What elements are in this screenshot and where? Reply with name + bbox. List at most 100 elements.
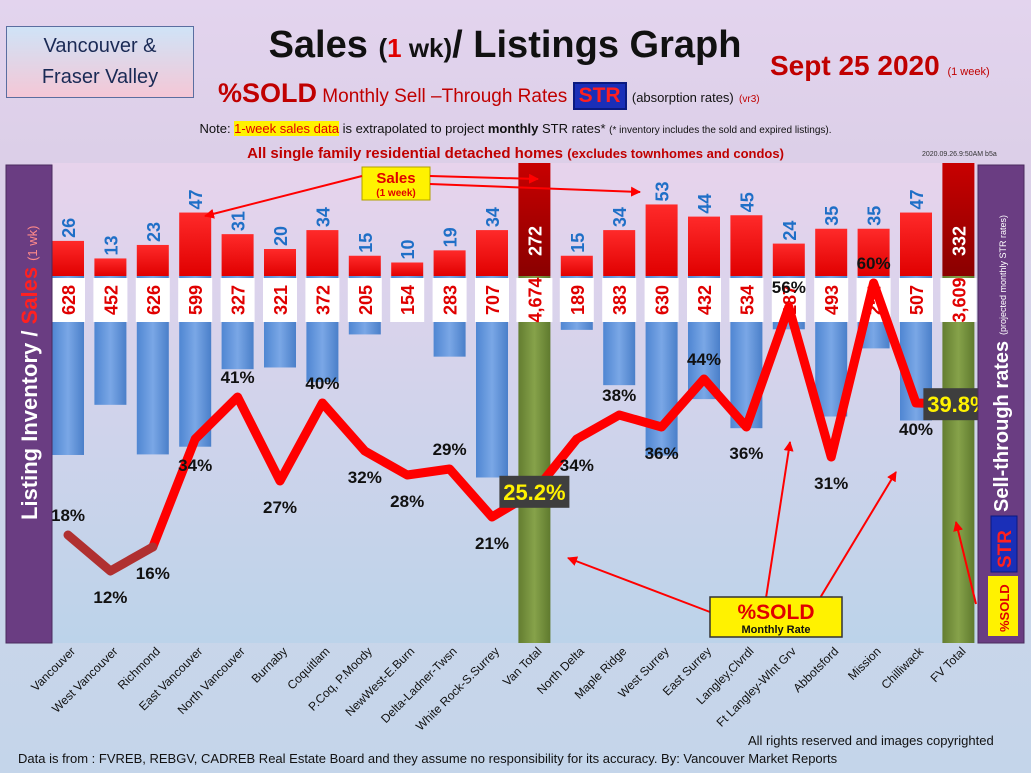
headline: All single family residential detached h… xyxy=(247,145,784,162)
inventory-value: 383 xyxy=(610,285,630,315)
sales-value: 13 xyxy=(101,235,121,255)
inventory-label-box xyxy=(135,278,170,322)
right-sold-text: %SOLD xyxy=(997,584,1012,632)
right-axis-sublabel: (projected monthly STR rates) xyxy=(998,215,1008,335)
inventory-label-box xyxy=(263,278,297,322)
x-tick-label: FV Total xyxy=(928,644,969,685)
sales-value: 47 xyxy=(907,190,927,210)
sales-value: 34 xyxy=(313,207,333,227)
inventory-label-box xyxy=(687,278,721,322)
sales-bar xyxy=(518,163,551,276)
brand-box: Vancouver & Fraser Valley xyxy=(6,26,194,98)
sales-value: 15 xyxy=(356,233,376,253)
timestamp: 2020.09.26.9:50AM b5a xyxy=(922,151,997,158)
str-value: 44% xyxy=(687,350,721,369)
brand-line-1: Vancouver & xyxy=(43,35,157,57)
inventory-label-box xyxy=(432,278,467,322)
inventory-label-box xyxy=(475,278,509,322)
sold-callout xyxy=(709,596,843,638)
inventory-value: 205 xyxy=(356,285,376,315)
sales-bar xyxy=(857,228,890,276)
sales-value: 24 xyxy=(780,221,800,241)
sales-value: 10 xyxy=(398,239,418,259)
sales-value: 31 xyxy=(229,211,249,231)
sales-value: 15 xyxy=(568,233,588,253)
inventory-value: 3,609 xyxy=(949,277,969,322)
inventory-label-box xyxy=(644,278,679,322)
subtitle: %SOLD Monthly Sell –Through Rates STR (a… xyxy=(218,78,760,110)
sales-value: 45 xyxy=(737,192,757,212)
sales-value: 53 xyxy=(653,181,673,201)
total-str-value: 25.2% xyxy=(503,480,565,505)
left-axis-panel xyxy=(5,164,53,644)
str-value: 29% xyxy=(433,440,467,459)
str-value: 31% xyxy=(814,474,848,493)
sales-bar xyxy=(179,212,212,276)
brand-line-2: Fraser Valley xyxy=(41,66,159,88)
sales-value: 47 xyxy=(186,190,206,210)
sales-bar xyxy=(264,249,296,276)
inventory-value: 626 xyxy=(144,285,164,315)
str-value: 34% xyxy=(560,456,594,475)
sales-bar xyxy=(560,255,593,276)
sales-bar xyxy=(221,234,254,276)
copyright-text: All rights reserved and images copyright… xyxy=(748,733,994,748)
sales-value: 272 xyxy=(525,226,545,256)
inventory-value: 432 xyxy=(695,285,715,315)
inventory-value: 372 xyxy=(313,285,333,315)
inventory-value: 452 xyxy=(101,285,121,315)
inventory-value: 189 xyxy=(568,285,588,315)
sales-bar xyxy=(772,243,805,276)
sold-callout-title: %SOLD xyxy=(737,601,814,624)
str-value: 18% xyxy=(51,506,85,525)
sold-arrow-3 xyxy=(819,471,897,599)
inventory-value: 599 xyxy=(186,285,206,315)
sales-bar xyxy=(815,228,848,276)
inventory-label-box xyxy=(220,278,255,322)
str-value: 34% xyxy=(178,456,212,475)
right-sold-badge xyxy=(988,576,1018,636)
sales-arrow-2 xyxy=(429,173,539,184)
report-date: Sept 25 2020 (1 week) xyxy=(770,50,990,81)
sold-callout-sub: Monthly Rate xyxy=(741,624,810,636)
str-value: 27% xyxy=(263,498,297,517)
inventory-label-box xyxy=(178,278,213,322)
inventory-label-box xyxy=(602,278,637,322)
inventory-value: 283 xyxy=(441,285,461,315)
inventory-label-box xyxy=(347,278,382,322)
inventory-value: 628 xyxy=(59,285,79,315)
str-value: 21% xyxy=(475,534,509,553)
sales-bar xyxy=(476,230,508,276)
x-tick-label: Chilliwack xyxy=(879,644,927,692)
sales-callout-title: Sales xyxy=(376,170,415,187)
inventory-label-box xyxy=(814,278,849,322)
sales-arrow-1 xyxy=(204,175,363,219)
page-title: Sales (1 wk)/ Listings Graph xyxy=(268,24,742,66)
sales-bar xyxy=(688,216,720,276)
sales-value: 23 xyxy=(144,222,164,242)
str-value: 40% xyxy=(305,374,339,393)
str-value: 16% xyxy=(136,564,170,583)
sales-bar xyxy=(94,258,127,276)
inventory-value: 321 xyxy=(271,285,291,315)
x-tick-label: Ft Langley-Wlnt Grv xyxy=(714,644,799,729)
inventory-value: 4,674 xyxy=(525,277,545,322)
sales-value: 44 xyxy=(695,194,715,214)
str-value: 38% xyxy=(602,386,636,405)
inventory-value: 154 xyxy=(398,285,418,315)
sales-bar xyxy=(942,163,975,276)
sold-arrow-2 xyxy=(765,441,794,599)
note-text: Note: 1-week sales data is extrapolated … xyxy=(199,121,832,136)
x-tick-label: Mission xyxy=(845,644,884,683)
inventory-value: 507 xyxy=(907,285,927,315)
inventory-value: 327 xyxy=(229,285,249,315)
inventory-value: 630 xyxy=(653,285,673,315)
sales-value: 20 xyxy=(271,226,291,246)
str-value: 12% xyxy=(93,588,127,607)
inventory-label-box xyxy=(559,278,594,322)
str-value: 60% xyxy=(857,254,891,273)
sales-bar xyxy=(136,244,169,276)
sold-arrow-1 xyxy=(567,556,711,613)
x-tick-label: Delta-Ladner-Twsn xyxy=(378,644,460,726)
x-tick-label: Burnaby xyxy=(249,644,291,686)
